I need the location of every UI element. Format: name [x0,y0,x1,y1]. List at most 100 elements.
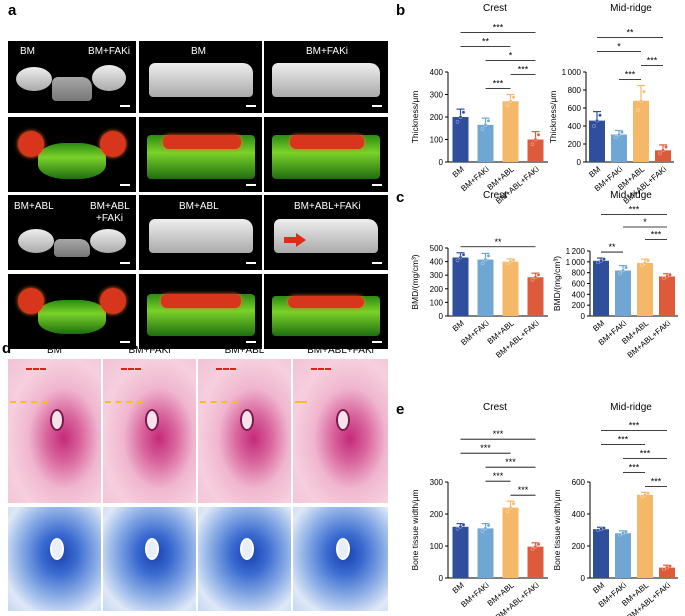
bar [659,276,675,316]
bar [527,277,544,316]
y-axis-label: Thickness/μm [410,91,420,144]
ct-image-abl-faki-side: BM+ABL+FAKi [264,195,388,270]
ct-image-bm-faki-side: BM+FAKi [264,41,388,113]
y-tick-label: 200 [430,113,444,122]
data-point [483,123,488,127]
hist-label-bm-faki: BM+FAKi [128,345,171,356]
significance-label: *** [518,485,529,495]
data-point [483,526,488,531]
yellow-dashed-arrow [105,401,143,403]
y-tick-label: 100 [430,298,444,307]
significance-label: ** [626,28,634,38]
red-dashed-arrow [26,368,46,370]
data-point [508,259,513,264]
data-point [511,95,516,99]
he-stain-image-3 [198,359,291,503]
y-tick-label: 0 [577,158,582,167]
bar [589,120,605,162]
hist-label-bm-abl: BM+ABL [224,345,265,356]
bar [502,261,519,316]
panel-label-b: b [396,2,406,19]
hist-label-bm-abl-faki: BM+ABL+FAKi [307,345,374,356]
significance-label: *** [651,230,662,240]
bar [615,270,631,316]
bar [452,257,469,316]
data-point [455,119,460,124]
y-tick-label: 200 [430,285,444,294]
bar [502,101,519,162]
significance-label: * [643,217,647,227]
data-point [480,127,485,131]
data-point [624,265,628,270]
red-arrow-icon [284,233,306,247]
data-point [665,274,669,279]
chart-c_crest: Crest 0 100 200 300 400 500 BMD/(mg/cm³) BMBM+FA… [410,190,548,360]
data-point [536,542,541,547]
data-point [643,261,647,265]
significance-label: *** [493,23,504,33]
ct-image-bm-side: BM [139,41,262,113]
red-dashed-arrow [311,368,331,370]
data-point [486,119,491,123]
y-tick-label: 600 [572,478,586,487]
y-tick-label: 400 [572,510,586,519]
x-tick-label: BM [591,580,606,595]
data-point [668,564,672,568]
data-point [636,108,640,112]
data-point [511,258,516,262]
data-point [664,145,668,149]
significance-label: *** [625,70,636,80]
data-point [461,523,466,527]
data-point [536,133,541,137]
data-point [461,110,466,115]
data-point [505,103,510,108]
significance-label: *** [640,448,651,458]
data-point [505,261,510,265]
y-tick-label: 300 [430,271,444,280]
panel-label-a: a [8,2,17,19]
he-stain-image-2 [103,359,196,503]
masson-stain-image-4 [293,507,388,611]
y-axis-label: BMD/(mg/cm³) [552,256,562,311]
data-point [458,115,463,119]
bar [477,528,494,578]
data-point [621,531,625,535]
y-tick-label: 400 [430,258,444,267]
data-point [533,275,538,279]
panel-label-d: d [2,340,12,357]
data-point [658,151,662,156]
significance-label: *** [493,471,504,481]
ct-label-bm-abl-2: BM+ABL [90,201,130,212]
data-point [646,491,650,496]
bar [615,533,631,578]
y-tick-label: 0 [581,574,586,583]
panel-label-e: e [396,401,405,418]
yellow-dashed-arrow [200,401,238,403]
x-tick-label: BM+FAKi [459,165,491,194]
data-point [642,89,646,94]
y-tick-label: 1 000 [566,258,586,267]
significance-label: ** [608,242,616,252]
ct-heatmap-side-1 [139,117,262,192]
data-point [595,118,599,123]
ct-heatmap-side-3 [139,274,262,349]
yellow-dashed-arrow [295,401,307,403]
bar [659,567,675,578]
significance-label: *** [518,65,529,75]
data-point [602,257,606,261]
data-point [533,137,538,142]
bar [633,100,649,162]
panel-label-c: c [396,189,405,206]
y-tick-label: 300 [430,478,444,487]
significance-label: *** [493,429,504,439]
ct-image-bm-faki-coronal: BM BM+FAKi [8,41,136,113]
bar [637,262,653,316]
bar [655,150,671,162]
data-point [602,526,606,530]
data-point [505,509,510,514]
bar [593,260,609,316]
x-tick-label: BM+FAKi [459,319,491,348]
significance-label: *** [505,457,516,467]
x-tick-label: BM+ABL+FAKi [494,318,541,359]
y-axis-label: Thickness/μm [548,91,558,144]
